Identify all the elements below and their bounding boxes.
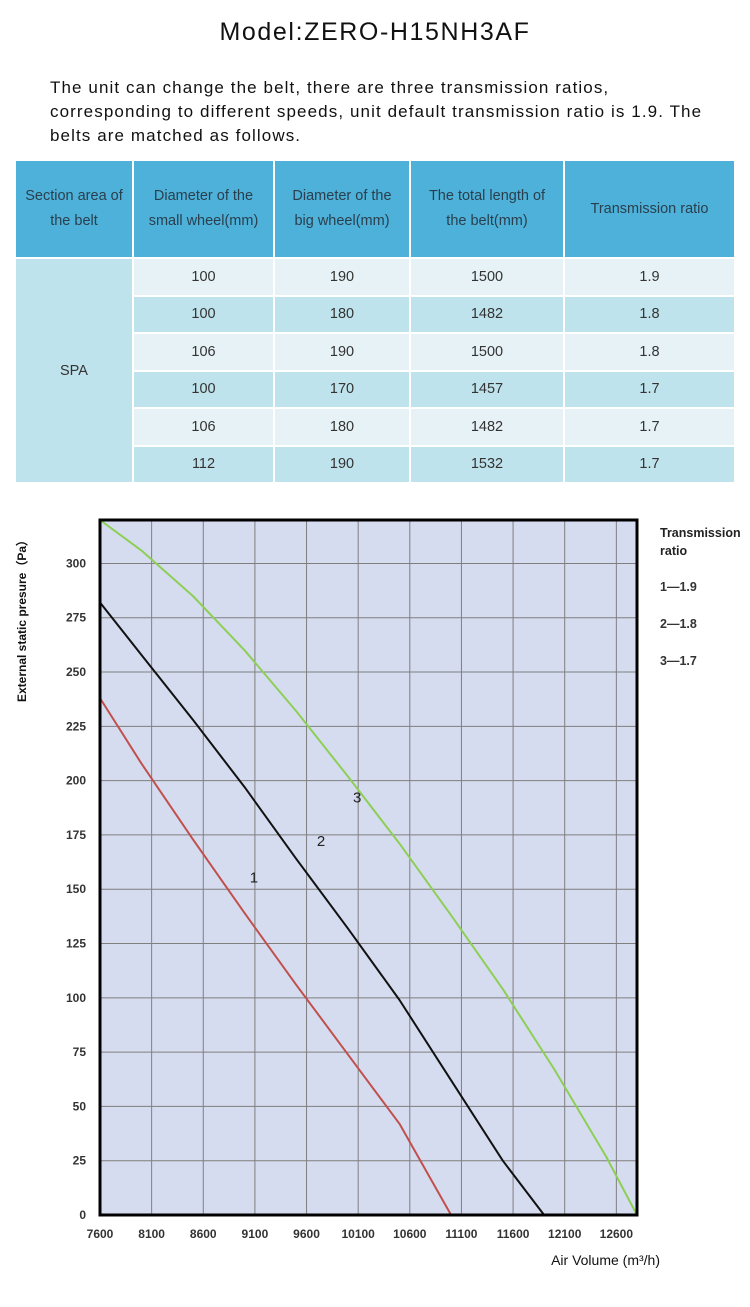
- y-tick-label: 0: [79, 1208, 86, 1222]
- small-wheel-cell: 100: [134, 259, 273, 297]
- ratio-cell: 1.9: [565, 259, 734, 297]
- model-title: Model:ZERO-H15NH3AF: [219, 18, 531, 46]
- x-axis-label: Air Volume (m³/h): [551, 1252, 660, 1268]
- legend-item: 1—1.9: [660, 580, 697, 594]
- x-tick-label: 8100: [138, 1227, 165, 1241]
- header-small-wheel: Diameter of the small wheel(mm): [134, 161, 273, 259]
- x-tick-label: 12600: [600, 1227, 634, 1241]
- small-wheel-cell: 106: [134, 334, 273, 372]
- intro-paragraph: The unit can change the belt, there are …: [50, 78, 703, 145]
- y-tick-label: 150: [66, 882, 86, 896]
- ratio-cell: 1.7: [565, 446, 734, 484]
- x-tick-label: 12100: [548, 1227, 582, 1241]
- header-transmission-ratio: Transmission ratio: [565, 161, 734, 259]
- series-label-1: 1: [250, 870, 258, 887]
- table-row: SPA 100 190 1500 1.9: [16, 259, 734, 484]
- y-tick-label: 175: [66, 828, 86, 842]
- belt-length-cell: 1457: [411, 371, 563, 409]
- y-tick-label: 250: [66, 665, 86, 679]
- y-axis-label: External static presure（Pa）: [14, 534, 29, 702]
- big-wheel-cell: 190: [275, 259, 409, 297]
- belt-length-cell: 1500: [411, 259, 563, 297]
- belt-table: Section area of the belt Diameter of the…: [14, 161, 736, 484]
- y-tick-label: 50: [73, 1099, 87, 1113]
- series-label-3: 3: [353, 789, 361, 806]
- ratio-cell: 1.8: [565, 296, 734, 334]
- x-tick-label: 10100: [341, 1227, 375, 1241]
- belt-length-cell: 1500: [411, 334, 563, 372]
- big-wheel-cell: 180: [275, 409, 409, 447]
- x-tick-label: 7600: [87, 1227, 114, 1241]
- header-section-area: Section area of the belt: [16, 161, 132, 259]
- header-belt-length: The total length of the belt(mm): [411, 161, 563, 259]
- x-tick-label: 9600: [293, 1227, 320, 1241]
- small-wheel-cell: 100: [134, 371, 273, 409]
- y-tick-label: 300: [66, 556, 86, 570]
- y-tick-label: 275: [66, 611, 86, 625]
- x-tick-label: 9100: [242, 1227, 269, 1241]
- plot-border: [98, 518, 639, 1217]
- big-wheel-cell: 170: [275, 371, 409, 409]
- table-row: 100 170 1457 1.7: [16, 371, 734, 409]
- legend-title-line-2: ratio: [660, 544, 687, 558]
- small-wheel-cell: 106: [134, 409, 273, 447]
- legend-title-line-1: Transmission: [660, 526, 741, 540]
- belt-length-cell: 1482: [411, 296, 563, 334]
- legend-item: 3—1.7: [660, 654, 697, 668]
- pressure-airflow-chart: 1 2 3 7600 8100 8600 9100 9600 10100 10600 11100 11…: [0, 500, 750, 1300]
- small-wheel-cell: 112: [134, 446, 273, 484]
- series-line-3: [99, 519, 638, 1216]
- x-tick-label: 10600: [393, 1227, 427, 1241]
- series-label-2: 2: [317, 833, 325, 850]
- belt-length-cell: 1482: [411, 409, 563, 447]
- y-tick-label: 200: [66, 774, 86, 788]
- table-row: 106 180 1482 1.7: [16, 409, 734, 447]
- y-tick-label: 25: [73, 1154, 87, 1168]
- chart-svg: 1 2 3 7600 8100 8600 9100 9600 10100 10600 11100 11…: [14, 518, 741, 1268]
- big-wheel-cell: 180: [275, 296, 409, 334]
- y-tick-label: 100: [66, 991, 86, 1005]
- ratio-cell: 1.7: [565, 409, 734, 447]
- ratio-cell: 1.7: [565, 371, 734, 409]
- belt-table-header-row: Section area of the belt Diameter of the…: [16, 161, 734, 259]
- header-big-wheel: Diameter of the big wheel(mm): [275, 161, 409, 259]
- y-tick-label: 225: [66, 719, 86, 733]
- table-row: 106 190 1500 1.8: [16, 334, 734, 372]
- belt-length-cell: 1532: [411, 446, 563, 484]
- legend-item: 2—1.8: [660, 617, 697, 631]
- series-line-1: [99, 697, 452, 1216]
- ratio-cell: 1.8: [565, 334, 734, 372]
- section-area-cell: SPA: [16, 259, 132, 484]
- table-row: 100 180 1482 1.8: [16, 296, 734, 334]
- x-tick-label: 11600: [497, 1227, 530, 1241]
- y-tick-label: 75: [73, 1045, 87, 1059]
- small-wheel-cell: 100: [134, 296, 273, 334]
- table-row: 112 190 1532 1.7: [16, 446, 734, 484]
- plot-area: [100, 520, 637, 1215]
- big-wheel-cell: 190: [275, 334, 409, 372]
- x-tick-label: 11100: [445, 1227, 477, 1241]
- big-wheel-cell: 190: [275, 446, 409, 484]
- y-tick-label: 125: [66, 937, 86, 951]
- series-line-2: [99, 601, 545, 1216]
- x-tick-label: 8600: [190, 1227, 217, 1241]
